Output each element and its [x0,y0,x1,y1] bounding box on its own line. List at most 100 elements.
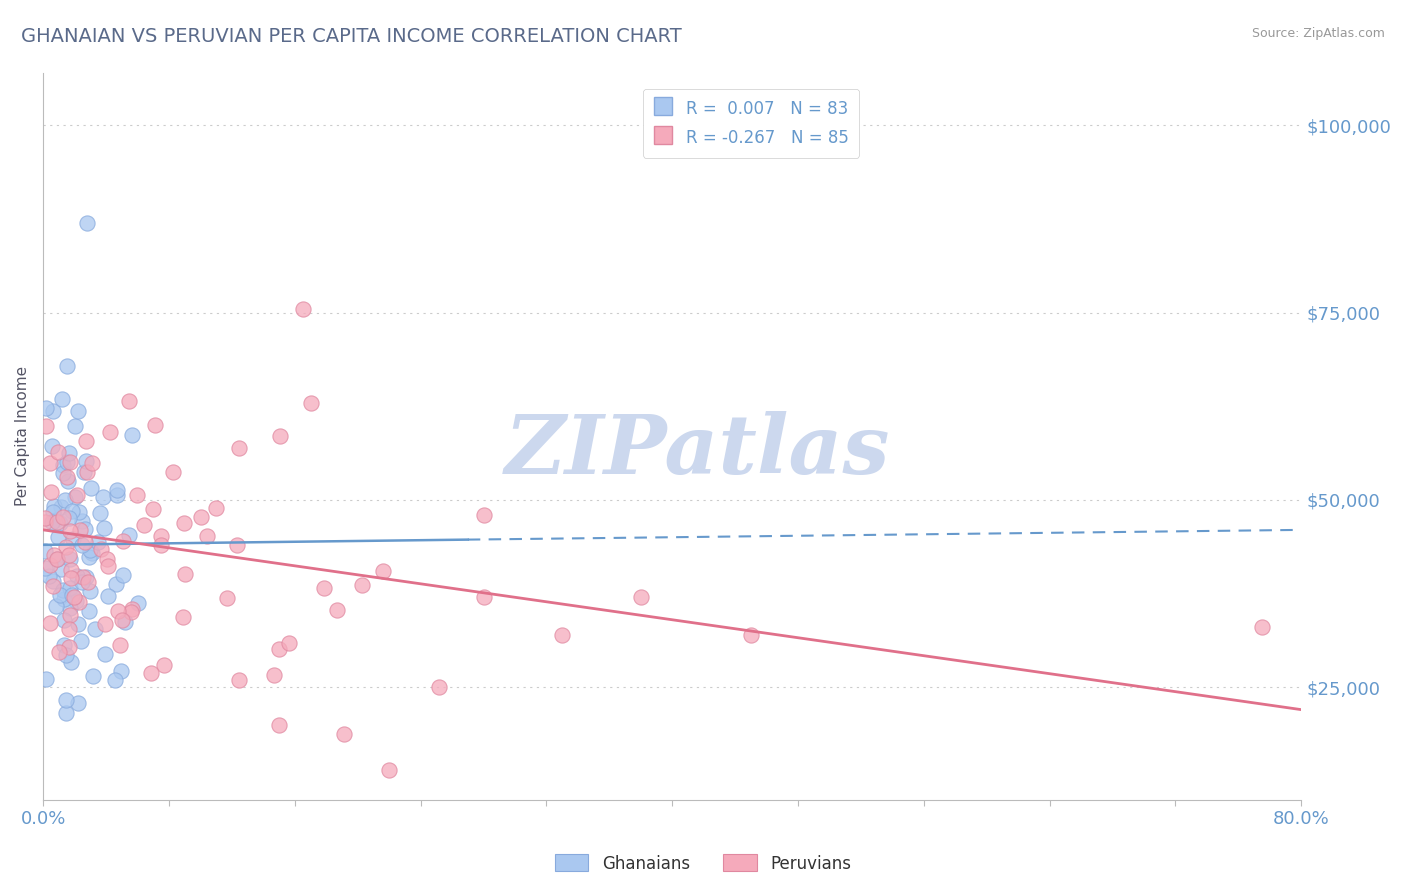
Point [87,534,110,549]
Point [82,668,104,682]
Point [48,530,70,544]
Point [56,474,79,488]
Point [72,515,94,529]
Point [127,596,149,610]
Point [132,517,155,532]
Point [60,588,83,602]
Point [326,603,349,617]
Point [34,516,56,530]
Point [97,559,120,574]
Point [49,516,72,530]
Point [226,538,249,552]
Point [77,574,100,589]
Point [111,567,134,582]
Point [58,622,80,636]
Point [59,571,82,585]
Point [350,578,373,592]
Point [139,666,162,681]
Point [69,523,91,537]
Point [72,575,94,590]
Point [98,425,121,440]
Point [267,641,290,656]
Point [76,465,98,479]
Point [55,706,77,721]
Point [1251,620,1274,634]
Point [228,673,250,688]
Point [55,455,77,469]
Point [205,501,228,516]
Text: ZIPatlas: ZIPatlas [505,411,890,491]
Point [41,515,63,529]
Point [96,551,118,566]
Point [107,604,129,618]
Point [75,522,97,536]
Legend: R =  0.007   N = 83, R = -0.267   N = 85: R = 0.007 N = 83, R = -0.267 N = 85 [643,88,859,158]
Point [76,216,98,230]
Point [97,589,120,603]
Point [63,419,86,434]
Point [94,647,117,661]
Point [75,453,97,467]
Point [38,568,60,582]
Point [94,616,117,631]
Point [46,445,69,459]
Point [49,588,72,602]
Point [58,551,80,566]
Point [114,615,136,629]
Point [125,488,148,502]
Point [90,541,112,556]
Point [77,604,100,618]
Point [145,417,167,432]
Point [174,566,197,581]
Point [53,492,76,507]
Point [52,583,75,598]
Point [51,500,73,515]
Point [108,638,131,652]
Point [35,419,58,434]
Point [52,592,75,607]
Point [172,610,194,624]
Point [56,359,79,374]
Point [42,505,65,519]
Point [105,483,128,497]
Point [45,551,67,566]
Text: GHANAIAN VS PERUVIAN PER CAPITA INCOME CORRELATION CHART: GHANAIAN VS PERUVIAN PER CAPITA INCOME C… [21,27,682,45]
Point [41,439,63,453]
Point [73,465,96,479]
Point [34,511,56,525]
Point [66,404,89,418]
Point [55,648,77,662]
Point [35,401,58,416]
Point [58,548,80,562]
Point [215,591,238,606]
Point [59,656,82,670]
Point [52,613,75,627]
Point [104,673,127,688]
Point [118,528,141,542]
Point [58,511,80,525]
Point [55,540,77,554]
Point [153,657,176,672]
Point [42,548,65,562]
Point [62,533,84,547]
Point [89,506,111,520]
Point [79,543,101,558]
Point [60,504,83,518]
Point [53,638,76,652]
Point [69,595,91,609]
Y-axis label: Per Capita Income: Per Capita Income [15,367,30,507]
Legend: Ghanaians, Peruvians: Ghanaians, Peruvians [548,847,858,880]
Point [70,538,93,552]
Point [93,490,115,504]
Point [105,488,128,502]
Point [67,505,90,519]
Point [190,509,212,524]
Point [58,640,80,655]
Point [121,427,143,442]
Point [42,574,65,588]
Point [121,602,143,616]
Point [59,524,82,539]
Point [46,551,69,566]
Point [141,502,163,516]
Point [58,446,80,460]
